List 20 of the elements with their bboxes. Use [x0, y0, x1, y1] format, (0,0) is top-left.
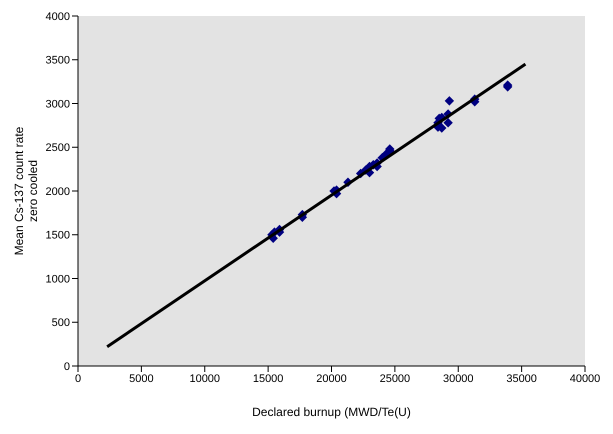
- x-tick-label: 15000: [252, 372, 284, 385]
- y-tick-label: 2500: [46, 142, 70, 154]
- x-tick-label: 40000: [570, 372, 600, 385]
- y-tick-label: 1500: [46, 230, 70, 242]
- x-tick-label: 25000: [380, 372, 410, 385]
- y-tick-label: 0: [64, 360, 70, 373]
- y-tick-label: 3000: [46, 98, 70, 110]
- y-tick-label: 4000: [46, 10, 70, 23]
- x-tick-label: 10000: [189, 372, 220, 385]
- x-tick-label: 35000: [506, 372, 537, 385]
- x-tick-label: 30000: [442, 372, 474, 385]
- x-tick-label: 5000: [129, 372, 154, 385]
- x-tick-label: 0: [74, 372, 82, 385]
- y-axis-title: Mean Cs-137 count rate zero cooled: [12, 126, 40, 256]
- y-tick-label: 3500: [46, 54, 70, 67]
- x-tick-label: 20000: [316, 372, 347, 385]
- x-axis-title: Declared burnup (MWD/Te(U): [252, 405, 411, 419]
- y-tick-label: 1000: [46, 273, 70, 286]
- y-tick-label: 500: [52, 317, 70, 330]
- y-tick-label: 2000: [46, 186, 70, 198]
